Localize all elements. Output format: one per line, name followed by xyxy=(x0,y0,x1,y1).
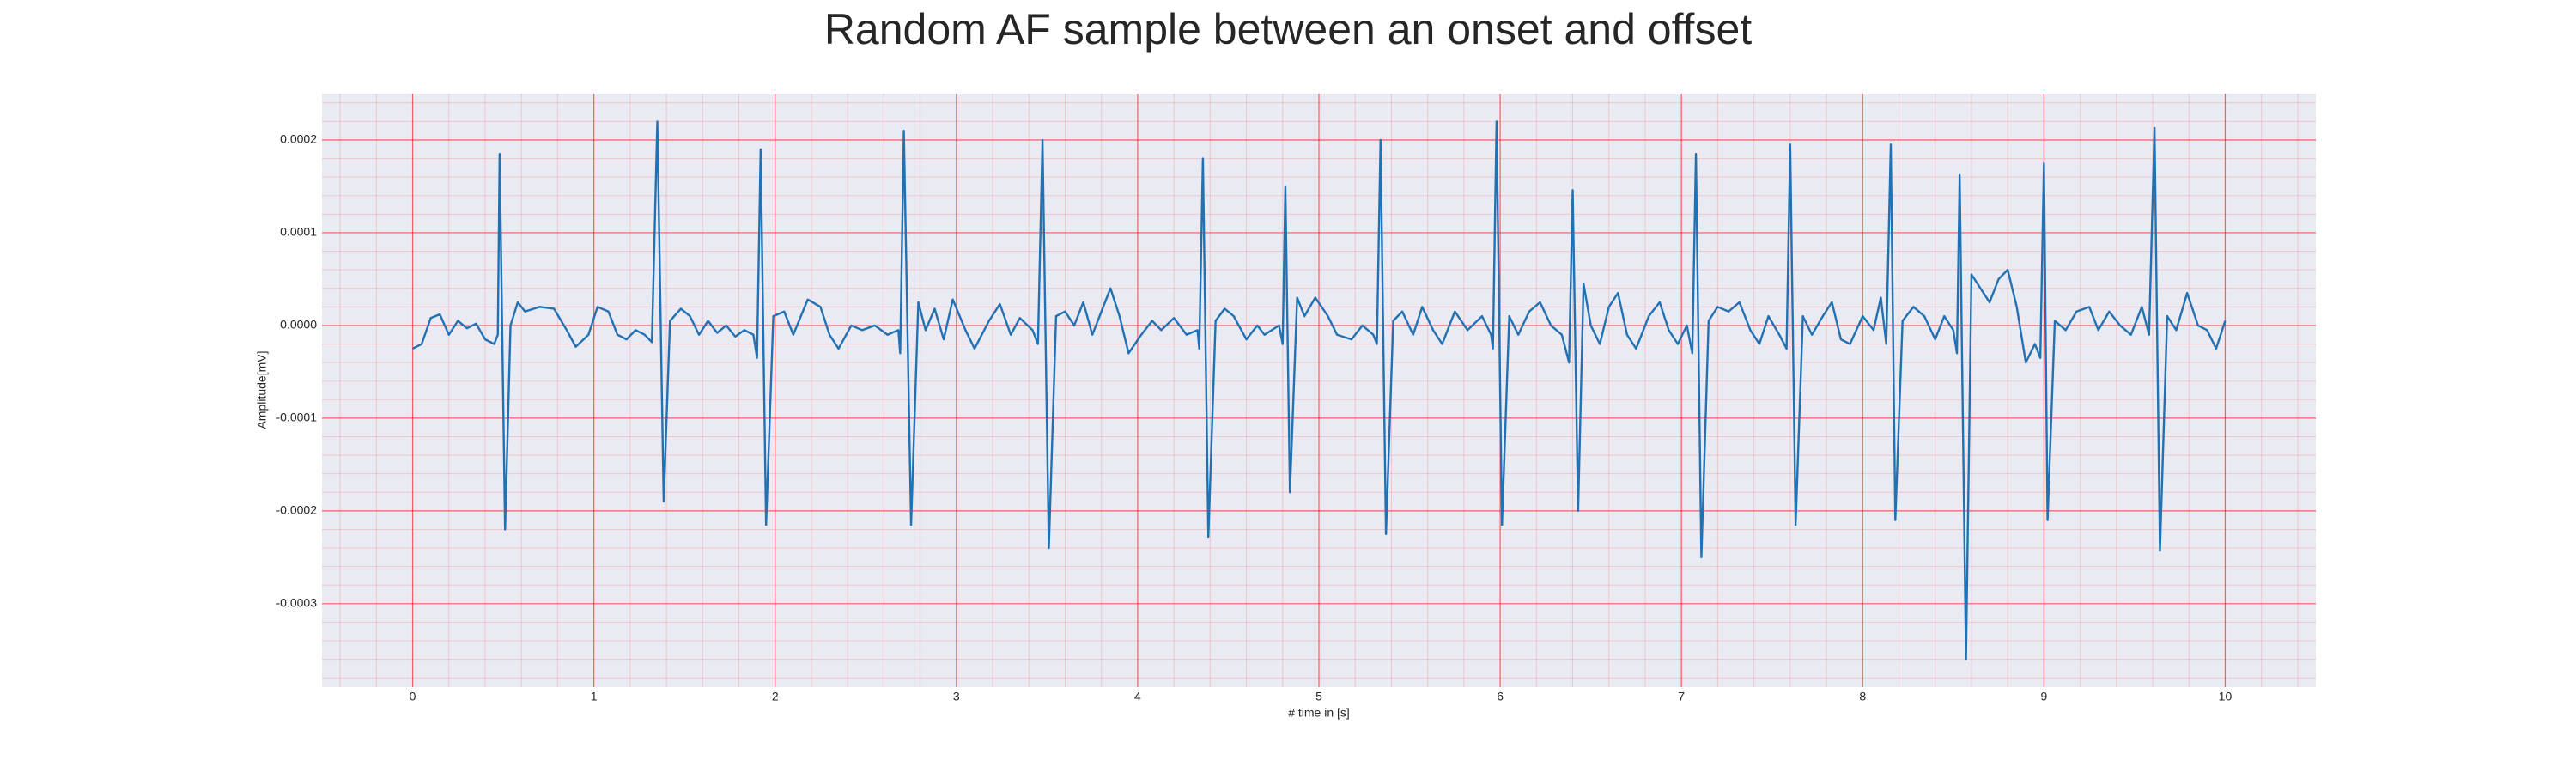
y-tick-label: 0.0000 xyxy=(280,318,317,332)
x-tick-label: 3 xyxy=(953,690,960,703)
y-tick-label: 0.0001 xyxy=(280,225,317,239)
x-tick-label: 8 xyxy=(1859,690,1866,703)
x-axis-label: # time in [s] xyxy=(1288,706,1350,720)
x-tick-label: 10 xyxy=(2219,690,2233,703)
x-tick-label: 9 xyxy=(2040,690,2047,703)
x-tick-label: 2 xyxy=(772,690,779,703)
x-tick-label: 7 xyxy=(1678,690,1685,703)
x-tick-label: 1 xyxy=(591,690,598,703)
x-tick-label: 0 xyxy=(410,690,416,703)
x-tick-label: 5 xyxy=(1315,690,1322,703)
x-tick-label: 4 xyxy=(1134,690,1141,703)
y-tick-label: 0.0002 xyxy=(280,132,317,146)
x-tick-label: 6 xyxy=(1497,690,1504,703)
y-tick-label: -0.0003 xyxy=(276,596,318,610)
chart-title: Random AF sample between an onset and of… xyxy=(824,5,1752,53)
y-tick-label: -0.0001 xyxy=(276,411,318,424)
y-axis-label: Amplitude[mV] xyxy=(255,350,269,429)
y-tick-label: -0.0002 xyxy=(276,503,318,517)
signal-line xyxy=(412,120,2227,660)
